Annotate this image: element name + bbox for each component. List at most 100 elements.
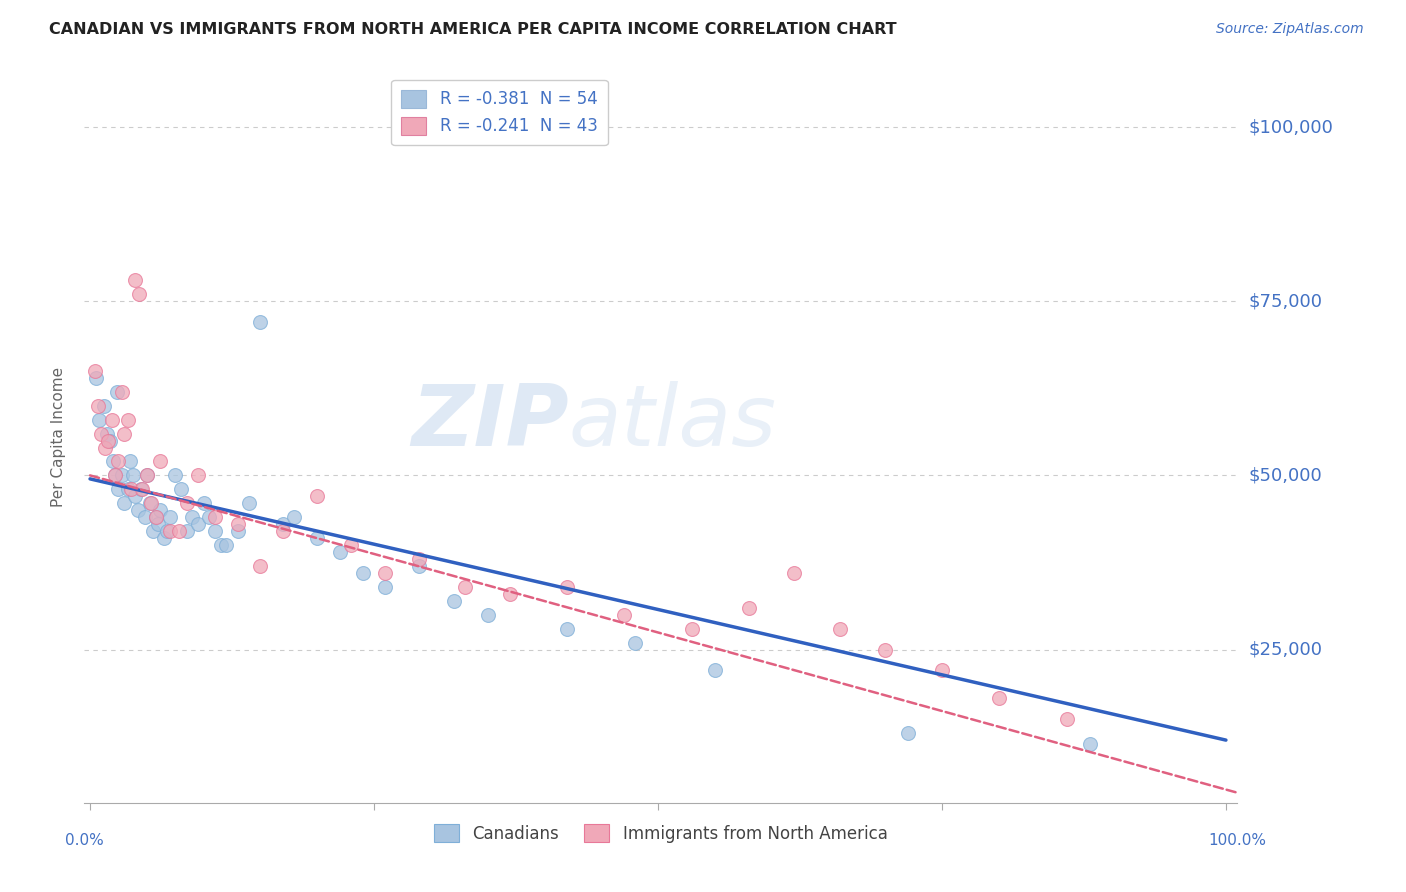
Point xyxy=(105,384,128,399)
Point xyxy=(828,622,851,636)
Point xyxy=(307,489,329,503)
Text: ZIP: ZIP xyxy=(411,381,568,464)
Point xyxy=(156,524,179,538)
Point xyxy=(149,503,172,517)
Point xyxy=(159,510,181,524)
Point xyxy=(100,434,122,448)
Text: $50,000: $50,000 xyxy=(1249,467,1322,484)
Point xyxy=(83,364,105,378)
Text: $25,000: $25,000 xyxy=(1249,640,1323,658)
Point xyxy=(226,517,249,532)
Point xyxy=(238,496,260,510)
Point xyxy=(93,399,115,413)
Point xyxy=(122,468,145,483)
Point xyxy=(374,566,396,580)
Point xyxy=(1078,737,1101,751)
Point xyxy=(283,510,305,524)
Point xyxy=(352,566,374,580)
Legend: Canadians, Immigrants from North America: Canadians, Immigrants from North America xyxy=(427,817,894,849)
Point xyxy=(100,412,122,426)
Point xyxy=(112,496,135,510)
Point xyxy=(96,426,118,441)
Text: 0.0%: 0.0% xyxy=(65,833,104,848)
Point xyxy=(226,524,249,538)
Point xyxy=(987,691,1010,706)
Point xyxy=(198,510,221,524)
Point xyxy=(141,524,163,538)
Point xyxy=(112,426,135,441)
Point xyxy=(111,384,134,399)
Point xyxy=(135,468,157,483)
Point xyxy=(124,489,146,503)
Text: CANADIAN VS IMMIGRANTS FROM NORTH AMERICA PER CAPITA INCOME CORRELATION CHART: CANADIAN VS IMMIGRANTS FROM NORTH AMERIC… xyxy=(49,22,897,37)
Point xyxy=(84,371,107,385)
Point xyxy=(681,622,703,636)
Point xyxy=(104,468,127,483)
Point xyxy=(204,524,226,538)
Point xyxy=(117,483,139,497)
Point xyxy=(107,483,129,497)
Point xyxy=(187,468,209,483)
Point xyxy=(117,412,139,426)
Point xyxy=(159,524,181,538)
Point xyxy=(89,412,111,426)
Point xyxy=(120,483,142,497)
Point xyxy=(193,496,215,510)
Point xyxy=(90,426,112,441)
Point xyxy=(443,594,465,608)
Point xyxy=(204,510,226,524)
Point xyxy=(624,635,647,649)
Point xyxy=(783,566,806,580)
Point xyxy=(340,538,363,552)
Point xyxy=(111,468,134,483)
Point xyxy=(145,510,167,524)
Point xyxy=(101,454,124,468)
Point xyxy=(139,496,162,510)
Point xyxy=(148,517,170,532)
Point xyxy=(124,273,146,287)
Point xyxy=(703,664,725,678)
Text: Source: ZipAtlas.com: Source: ZipAtlas.com xyxy=(1216,22,1364,37)
Point xyxy=(128,287,150,301)
Point xyxy=(170,483,193,497)
Point xyxy=(118,454,141,468)
Point xyxy=(408,552,430,566)
Point xyxy=(176,496,198,510)
Point xyxy=(129,483,152,497)
Point xyxy=(165,468,187,483)
Point xyxy=(215,538,238,552)
Point xyxy=(135,468,157,483)
Point xyxy=(153,531,176,545)
Point xyxy=(271,524,294,538)
Point xyxy=(167,524,190,538)
Point xyxy=(176,524,198,538)
Point xyxy=(875,642,897,657)
Point xyxy=(738,600,761,615)
Point xyxy=(271,517,294,532)
Point xyxy=(131,483,153,497)
Point xyxy=(134,510,156,524)
Text: 100.0%: 100.0% xyxy=(1208,833,1267,848)
Point xyxy=(307,531,329,545)
Text: $75,000: $75,000 xyxy=(1249,293,1323,310)
Point xyxy=(613,607,636,622)
Point xyxy=(408,558,430,573)
Point xyxy=(97,434,120,448)
Point xyxy=(127,503,149,517)
Point xyxy=(104,468,127,483)
Point xyxy=(555,580,578,594)
Point xyxy=(1056,712,1078,726)
Point xyxy=(149,454,172,468)
Point xyxy=(249,315,271,329)
Point xyxy=(897,726,920,740)
Point xyxy=(555,622,578,636)
Y-axis label: Per Capita Income: Per Capita Income xyxy=(51,367,66,508)
Point xyxy=(107,454,129,468)
Point xyxy=(87,399,110,413)
Text: atlas: atlas xyxy=(568,381,776,464)
Point xyxy=(931,664,953,678)
Point xyxy=(477,607,499,622)
Point xyxy=(187,517,209,532)
Point xyxy=(374,580,396,594)
Point xyxy=(249,558,271,573)
